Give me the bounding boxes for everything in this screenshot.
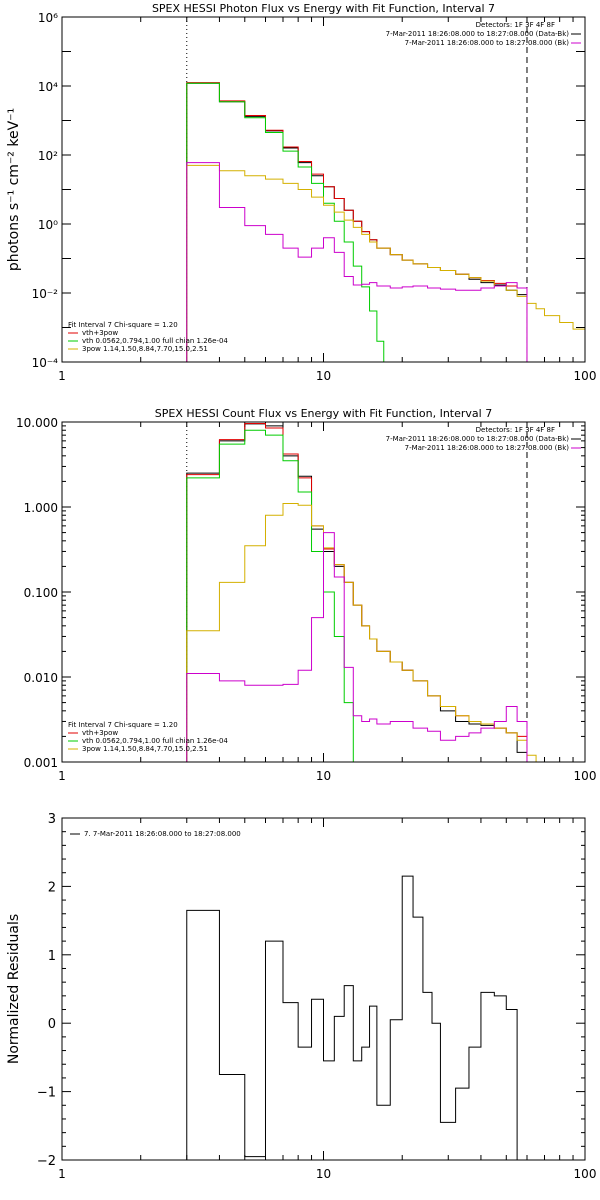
chart-panel-3: 1 10 100 −2 −1 0 1 2 3 Normalized Residuals 7. 7-M… xyxy=(6,812,596,1181)
legend-bottom-left-text: vth 0.0562,0.794,1.00 full chian 1.26e-0… xyxy=(82,737,228,745)
y-tick-label: 0.001 xyxy=(24,756,58,770)
y-tick-label: 2 xyxy=(48,880,56,895)
legend-bottom-left-text: vth 0.0562,0.794,1.00 full chian 1.26e-0… xyxy=(82,337,228,345)
x-tick-label: 1 xyxy=(58,369,66,383)
x-tick-label: 10 xyxy=(316,369,331,383)
series-3pow-line xyxy=(186,164,585,362)
y-tick-label: 1.000 xyxy=(24,501,58,515)
y-tick-label: 10⁴ xyxy=(38,80,58,94)
legend-bottom-left-text: vth+3pow xyxy=(82,329,118,337)
legend-bottom-left-text: 3pow 1.14,1.50,8.84,7.70,15.0,2.51 xyxy=(82,745,208,753)
series-vth-line xyxy=(186,82,385,362)
chart-title: SPEX HESSI Count Flux vs Energy with Fit… xyxy=(155,407,492,420)
series-residuals-line xyxy=(186,875,518,1160)
y-tick-label: −2 xyxy=(37,1154,56,1169)
legend-fit-header: Fit Interval 7 Chi-square = 1.20 xyxy=(68,721,178,729)
y-tick-label: 10⁶ xyxy=(38,11,58,25)
series-vth-3pow-line xyxy=(186,423,528,762)
y-tick-label: 10⁻² xyxy=(32,287,59,301)
legend-top-right-text: Detectors: 1F 3F 4F 8F xyxy=(476,426,555,434)
y-tick-label: 10⁻⁴ xyxy=(32,356,59,370)
series-bk-line xyxy=(186,532,528,762)
x-tick-label: 10 xyxy=(316,1167,331,1181)
legend-bottom-left-text: vth+3pow xyxy=(82,729,118,737)
y-tick-label: 3 xyxy=(48,812,56,827)
legend-bottom-left-text: 3pow 1.14,1.50,8.84,7.70,15.0,2.51 xyxy=(82,345,208,353)
y-axis-label: Normalized Residuals xyxy=(6,914,22,1064)
x-tick-label: 1 xyxy=(58,1167,66,1181)
y-tick-label: 0.010 xyxy=(24,671,58,685)
y-tick-label: 10.000 xyxy=(16,416,58,430)
y-tick-label: 0 xyxy=(48,1017,56,1032)
plot-frame xyxy=(61,817,586,1161)
series-vth-3pow-line xyxy=(186,82,528,362)
series-data-bk-line xyxy=(186,82,528,362)
legend-top-right-text: Detectors: 1F 3F 4F 8F xyxy=(476,21,555,29)
legend-top-right-text: 7-Mar-2011 18:26:08.000 to 18:27:08.000 … xyxy=(386,30,570,38)
legend-fit-header: Fit Interval 7 Chi-square = 1.20 xyxy=(68,321,178,329)
y-tick-label: 10² xyxy=(38,149,58,163)
chart-title: SPEX HESSI Photon Flux vs Energy with Fi… xyxy=(152,2,495,15)
series-3pow-line xyxy=(186,502,545,762)
legend-top-right-text: 7-Mar-2011 18:26:08.000 to 18:27:08.000 … xyxy=(386,435,570,443)
y-tick-label: 10⁰ xyxy=(38,218,58,232)
chart-panel-1: SPEX HESSI Photon Flux vs Energy with Fi… xyxy=(6,2,596,383)
y-axis-label: photons s⁻¹ cm⁻² keV⁻¹ xyxy=(6,108,22,271)
x-tick-label: 100 xyxy=(574,369,597,383)
legend-top-left-text: 7. 7-Mar-2011 18:26:08.000 to 18:27:08.0… xyxy=(84,830,241,838)
x-tick-label: 1 xyxy=(58,769,66,783)
series-vth-line xyxy=(186,429,363,762)
y-tick-label: 0.100 xyxy=(24,586,58,600)
x-tick-label: 100 xyxy=(574,769,597,783)
series-bk-line xyxy=(186,162,528,362)
series-data-bk-line xyxy=(186,423,528,762)
legend-top-right-text: 7-Mar-2011 18:26:08.000 to 18:27:08.000 … xyxy=(405,444,570,452)
y-tick-label: 1 xyxy=(48,949,56,964)
x-tick-label: 10 xyxy=(316,769,331,783)
chart-panel-2: SPEX HESSI Count Flux vs Energy with Fit… xyxy=(16,407,596,783)
plot-frame xyxy=(61,421,586,763)
plot-frame xyxy=(61,16,586,363)
y-tick-label: −1 xyxy=(37,1086,56,1101)
x-tick-label: 100 xyxy=(574,1167,597,1181)
legend-top-right-text: 7-Mar-2011 18:26:08.000 to 18:27:08.000 … xyxy=(405,39,570,47)
